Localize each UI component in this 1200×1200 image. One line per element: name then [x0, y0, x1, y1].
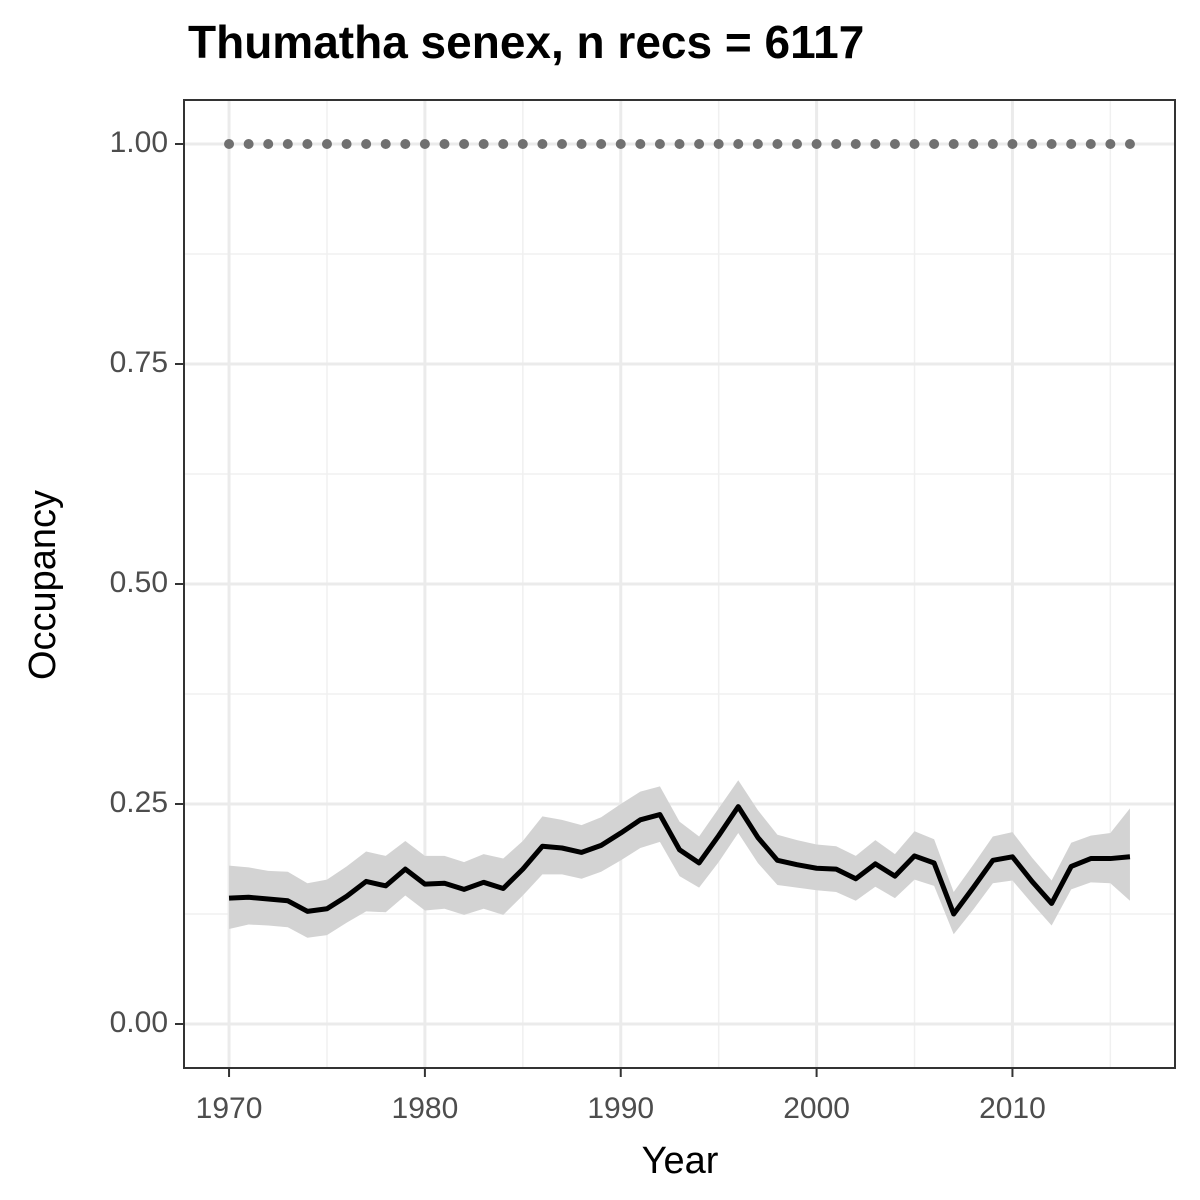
dot — [263, 139, 274, 149]
dot — [674, 139, 685, 149]
dot — [1007, 139, 1018, 149]
y-tick-label: 0.00 — [110, 1006, 168, 1039]
dot — [987, 139, 998, 149]
dot — [380, 139, 391, 149]
dot — [831, 139, 842, 149]
x-tick-label: 1990 — [587, 1092, 654, 1125]
dot — [439, 139, 450, 149]
dot — [224, 139, 235, 149]
dot — [1027, 139, 1038, 149]
dot — [1066, 139, 1077, 149]
dot — [1046, 139, 1057, 149]
dot — [1085, 139, 1096, 149]
dot — [576, 139, 587, 149]
dot — [596, 139, 607, 149]
dot — [615, 139, 626, 149]
dot — [556, 139, 567, 149]
dot — [889, 139, 900, 149]
dot — [537, 139, 548, 149]
dot — [968, 139, 979, 149]
dot — [811, 139, 822, 149]
dot — [635, 139, 646, 149]
dot — [517, 139, 528, 149]
dot — [792, 139, 803, 149]
dot — [870, 139, 881, 149]
dot — [694, 139, 705, 149]
y-tick-label: 0.50 — [110, 566, 168, 599]
trend-line — [228, 804, 1131, 917]
dot — [752, 139, 763, 149]
dot — [321, 139, 332, 149]
axes: 0.00 0.25 0.50 0.75 1.00 1970 1980 1990 2000 2010 — [110, 126, 1046, 1125]
dot — [948, 139, 959, 149]
dot — [341, 139, 352, 149]
y-tick-label: 1.00 — [110, 126, 168, 159]
dot — [1124, 139, 1135, 149]
dot — [361, 139, 372, 149]
dot — [1105, 139, 1116, 149]
dot — [302, 139, 313, 149]
y-axis-label: Occupancy — [22, 490, 64, 680]
dot — [243, 139, 254, 149]
y-tick-label: 0.25 — [110, 786, 168, 819]
x-tick-label: 1980 — [392, 1092, 459, 1125]
dot — [282, 139, 293, 149]
confidence-band — [229, 780, 1130, 938]
dot — [909, 139, 920, 149]
chart-title: Thumatha senex, n recs = 6117 — [188, 16, 864, 68]
dot — [850, 139, 861, 149]
dot — [498, 139, 509, 149]
x-tick-label: 1970 — [196, 1092, 263, 1125]
dot — [478, 139, 489, 149]
dot — [929, 139, 940, 149]
dot — [459, 139, 470, 149]
x-tick-label: 2000 — [783, 1092, 850, 1125]
dot — [400, 139, 411, 149]
x-axis-label: Year — [642, 1140, 719, 1182]
dot — [713, 139, 724, 149]
dot — [654, 139, 665, 149]
dot — [419, 139, 430, 149]
dot — [772, 139, 783, 149]
x-tick-label: 2010 — [979, 1092, 1046, 1125]
y-tick-label: 0.75 — [110, 346, 168, 379]
dot — [733, 139, 744, 149]
marks — [224, 139, 1135, 938]
